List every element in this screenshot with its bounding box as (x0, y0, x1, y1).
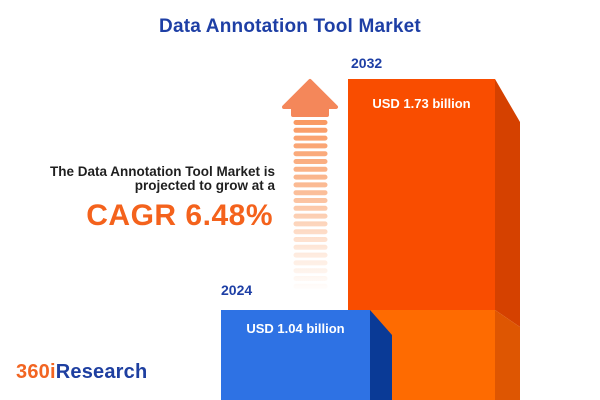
growth-arrow-icon (282, 79, 338, 289)
tagline: The Data Annotation Tool Market is proje… (50, 165, 275, 192)
bar-2032-year-label: 2032 (351, 55, 383, 71)
bar-2032-value-label: USD 1.73 billion (372, 96, 471, 111)
cagr-text: CAGR 6.48% (86, 199, 273, 232)
page-title: Data Annotation Tool Market (159, 16, 421, 37)
bar-2024-side (370, 310, 392, 400)
tagline-line2: projected to grow at a (134, 177, 275, 193)
bar-2024 (221, 310, 392, 400)
bar-2032-side-lower (495, 310, 520, 400)
brand-logo: 360iResearch (16, 361, 147, 384)
bar-2024-value-label: USD 1.04 billion (246, 321, 345, 336)
brand-logo-research: Research (55, 361, 148, 383)
brand-logo-360i: 360i (16, 361, 56, 383)
bar-2032-front-upper (348, 79, 495, 310)
bar-2032-side-upper (495, 79, 520, 327)
growth-arrow-head (282, 79, 338, 117)
bar-2024-front (221, 310, 370, 400)
bar-2024-year-label: 2024 (221, 282, 253, 298)
tagline-line1: The Data Annotation Tool Market is (49, 164, 275, 179)
bar-2032 (348, 79, 520, 400)
growth-arrow-stripes (293, 120, 328, 289)
